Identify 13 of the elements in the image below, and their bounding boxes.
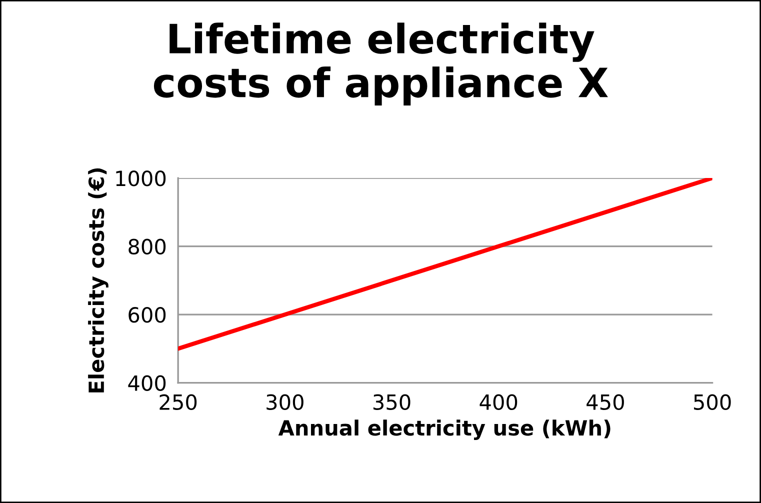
y-tick-label: 600 [128,306,166,323]
y-axis-title: Electricity costs (€) [88,168,108,392]
x-axis-title: Annual electricity use (kWh) [278,420,610,440]
y-tick-label: 400 [128,375,166,391]
x-tick-label: 500 [694,394,731,410]
x-tick-label: 450 [586,394,624,410]
x-tick-label: 350 [373,394,410,410]
y-tick-label: 1000 [116,170,166,186]
x-tick-label: 250 [160,394,197,410]
x-tick-label: 400 [480,394,518,410]
chart-title: Lifetime electricity costs of appliance X [154,22,608,106]
y-tick-label: 800 [128,238,166,255]
x-tick-label: 300 [266,394,304,410]
